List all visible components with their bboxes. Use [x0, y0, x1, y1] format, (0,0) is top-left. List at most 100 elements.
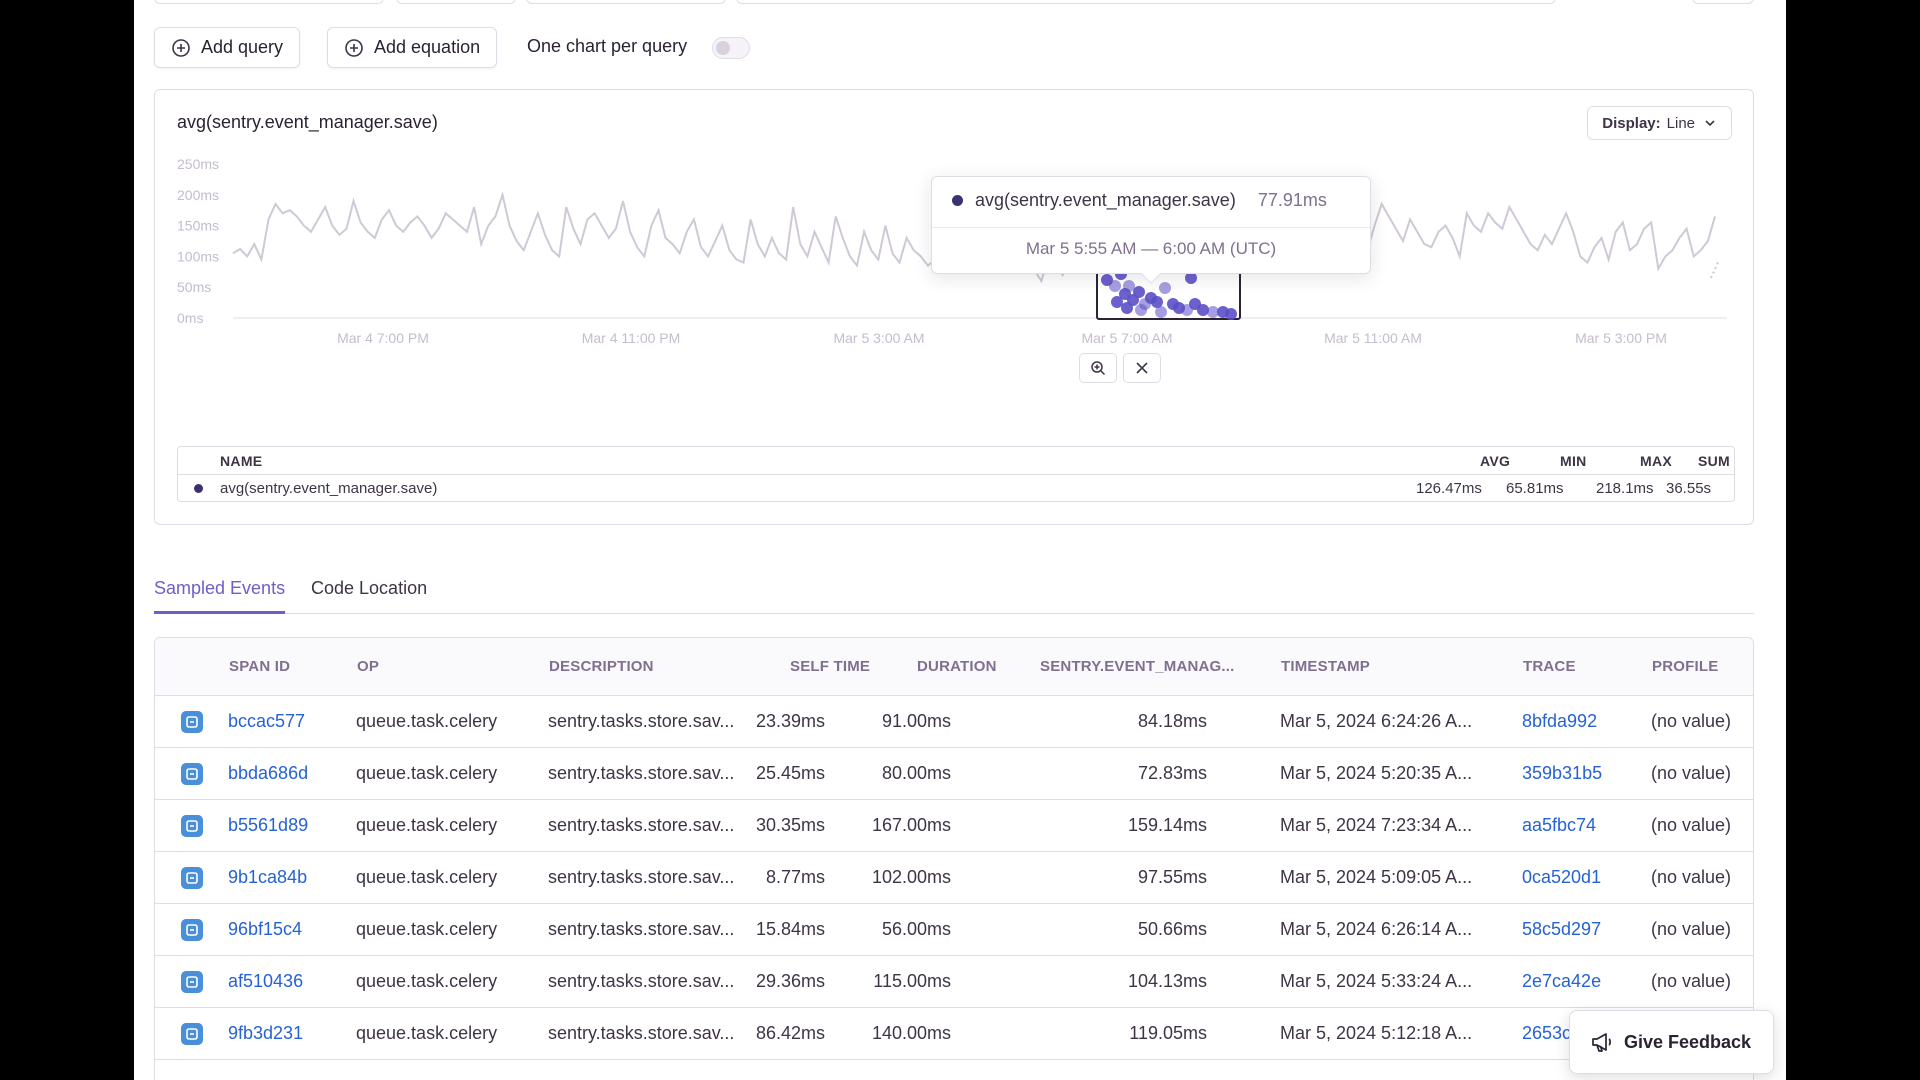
cell-span-id[interactable]: 9fb3d231	[228, 1023, 304, 1043]
sample-point	[1133, 286, 1145, 298]
cell-trace[interactable]: 359b31b5	[1522, 763, 1603, 783]
cell-self-time: 23.39ms	[755, 711, 825, 731]
cell-duration: 80.00ms	[881, 763, 951, 783]
cell-metric: 97.55ms	[1137, 867, 1207, 887]
table-row[interactable]: bccac577 queue.task.celery sentry.tasks.st…	[155, 696, 1753, 748]
column-timestamp[interactable]: TIMESTAMP	[1281, 658, 1371, 675]
span-icon	[181, 763, 203, 785]
cell-span-id[interactable]: bbda686d	[228, 763, 309, 783]
cell-metric: 72.83ms	[1137, 763, 1207, 783]
filter-field[interactable]	[154, 0, 384, 4]
cell-trace[interactable]: 2653c	[1522, 1023, 1572, 1043]
legend-header-min: MIN	[1560, 453, 1587, 469]
add-query-label: Add query	[201, 37, 284, 57]
series-color-dot	[952, 195, 963, 206]
legend-header: NAME AVG MIN MAX SUM	[178, 447, 1734, 475]
cell-span-id[interactable]: af510436	[228, 971, 304, 991]
legend-series-name: avg(sentry.event_manager.save)	[220, 480, 438, 497]
give-feedback-button[interactable]: Give Feedback	[1569, 1010, 1774, 1074]
cell-span-id[interactable]: 96bf15c4	[228, 919, 303, 939]
column-trace[interactable]: TRACE	[1523, 658, 1576, 675]
filter-field[interactable]	[526, 0, 726, 4]
cell-description: sentry.tasks.store.sav...	[548, 1023, 735, 1043]
clear-selection-button[interactable]	[1123, 353, 1161, 383]
span-icon	[181, 867, 203, 889]
span-icon	[181, 711, 203, 733]
legend-header-max: MAX	[1640, 453, 1673, 469]
cell-op: queue.task.celery	[356, 867, 498, 887]
partial-bucket-line	[1710, 259, 1720, 279]
cell-duration: 102.00ms	[871, 867, 951, 887]
zoom-in-button[interactable]	[1079, 353, 1117, 383]
cell-span-id[interactable]: b5561d89	[228, 815, 309, 835]
column-description[interactable]: DESCRIPTION	[549, 658, 654, 675]
plus-circle-icon	[172, 38, 190, 57]
cell-span-id[interactable]: bccac577	[228, 711, 306, 731]
sample-point	[1185, 272, 1197, 284]
column-self-time[interactable]: SELF TIME	[790, 658, 871, 675]
cell-timestamp: Mar 5, 2024 6:24:26 A...	[1280, 711, 1473, 731]
column-duration[interactable]: DURATION	[917, 658, 997, 675]
legend-header-name: NAME	[220, 453, 263, 469]
cell-trace[interactable]: aa5fbc74	[1522, 815, 1597, 835]
y-tick-label: 50ms	[177, 279, 211, 295]
cell-op: queue.task.celery	[356, 711, 498, 731]
table-row[interactable]: 9fb3d231 queue.task.celery sentry.tasks.st…	[155, 1008, 1753, 1060]
zoom-in-icon	[1091, 361, 1106, 376]
filter-field[interactable]	[736, 0, 1556, 4]
column-op[interactable]: OP	[357, 658, 380, 675]
sample-point	[1121, 302, 1133, 314]
legend-avg-value: 126.47ms	[1416, 480, 1482, 497]
tab-sampled-events[interactable]: Sampled Events	[154, 578, 286, 614]
column-metric[interactable]: SENTRY.EVENT_MANAG...	[1040, 658, 1235, 675]
table-row[interactable]: 96bf15c4 queue.task.celery sentry.tasks.st…	[155, 904, 1753, 956]
cell-self-time: 29.36ms	[755, 971, 825, 991]
filter-field[interactable]	[1692, 0, 1754, 4]
chart-panel: avg(sentry.event_manager.save) Display: …	[154, 89, 1754, 525]
cell-self-time: 8.77ms	[765, 867, 825, 887]
tab-code-location[interactable]: Code Location	[311, 578, 428, 598]
cell-span-id[interactable]: 9b1ca84b	[228, 867, 308, 887]
legend-row[interactable]: avg(sentry.event_manager.save) 126.47ms …	[178, 475, 1734, 503]
tooltip-time-range: Mar 5 5:55 AM — 6:00 AM (UTC)	[1025, 239, 1277, 258]
legend-sum-value: 36.55s	[1666, 480, 1712, 497]
cell-timestamp: Mar 5, 2024 5:20:35 A...	[1280, 763, 1473, 783]
filter-field[interactable]	[396, 0, 516, 4]
cell-description: sentry.tasks.store.sav...	[548, 763, 735, 783]
cell-metric: 159.14ms	[1127, 815, 1207, 835]
cell-trace[interactable]: 2e7ca42e	[1522, 971, 1602, 991]
cell-profile: (no value)	[1651, 815, 1732, 835]
column-span-id[interactable]: SPAN ID	[229, 658, 291, 675]
display-type-dropdown[interactable]: Display: Line	[1587, 106, 1732, 140]
chart-title: avg(sentry.event_manager.save)	[177, 112, 438, 132]
cell-duration: 91.00ms	[881, 711, 951, 731]
table-row[interactable]: 9b1ca84b queue.task.celery sentry.tasks.st…	[155, 852, 1753, 904]
add-equation-button[interactable]: Add equation	[327, 27, 498, 68]
one-chart-per-query-toggle[interactable]	[712, 37, 750, 59]
cell-duration: 115.00ms	[873, 971, 951, 991]
y-tick-label: 250ms	[177, 156, 219, 172]
span-icon	[181, 971, 203, 993]
y-tick-label: 100ms	[177, 248, 219, 264]
cell-op: queue.task.celery	[356, 763, 498, 783]
toggle-knob	[716, 41, 730, 55]
tab-bar: Sampled Events Code Location	[154, 570, 1754, 614]
x-tick-label: Mar 5 3:00 AM	[833, 330, 924, 346]
y-tick-label: 150ms	[177, 218, 219, 234]
cell-metric: 104.13ms	[1127, 971, 1207, 991]
add-query-button[interactable]: Add query	[154, 27, 301, 68]
cell-trace[interactable]: 8bfda992	[1522, 711, 1598, 731]
table-row[interactable]: af510436 queue.task.celery sentry.tasks.st…	[155, 956, 1753, 1008]
cell-trace[interactable]: 58c5d297	[1522, 919, 1602, 939]
cell-metric: 84.18ms	[1137, 711, 1207, 731]
y-tick-label: 0ms	[177, 310, 203, 326]
legend-max-value: 218.1ms	[1596, 480, 1654, 497]
cell-timestamp: Mar 5, 2024 5:33:24 A...	[1280, 971, 1473, 991]
table-row[interactable]: b5561d89 queue.task.celery sentry.tasks.st…	[155, 800, 1753, 852]
cell-timestamp: Mar 5, 2024 5:09:05 A...	[1280, 867, 1473, 887]
table-row[interactable]: bbda686d queue.task.celery sentry.tasks.st…	[155, 748, 1753, 800]
cell-trace[interactable]: 0ca520d1	[1522, 867, 1602, 887]
chart-tooltip: avg(sentry.event_manager.save) 77.91ms M…	[931, 176, 1371, 284]
column-profile[interactable]: PROFILE	[1652, 658, 1719, 675]
sample-point	[1197, 304, 1209, 316]
